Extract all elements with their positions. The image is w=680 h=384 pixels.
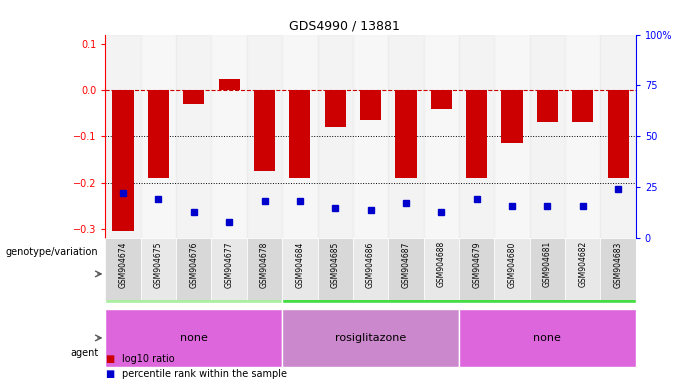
Bar (254, 90, 275, 171)
Bar (141, 238, 176, 300)
Bar (537, 90, 558, 122)
Bar (324, 90, 346, 127)
Text: GSM904678: GSM904678 (260, 241, 269, 288)
Bar (247, 35, 282, 238)
Title: GDS4990 / 13881: GDS4990 / 13881 (288, 19, 400, 32)
Bar (395, 90, 417, 178)
Bar (607, 90, 629, 178)
Bar (289, 90, 311, 178)
Bar (183, 90, 205, 104)
Bar (353, 238, 388, 300)
Bar (218, 78, 240, 90)
Bar (105, 35, 141, 238)
Text: ■: ■ (105, 369, 115, 379)
Bar (360, 90, 381, 120)
Bar (424, 238, 459, 300)
Text: agent: agent (70, 348, 99, 358)
Bar (530, 35, 565, 238)
Bar (141, 35, 176, 238)
Bar (530, 238, 565, 300)
Bar (247, 238, 282, 300)
Text: GSM904679: GSM904679 (472, 241, 481, 288)
Text: GSM904688: GSM904688 (437, 241, 446, 287)
Bar (105, 238, 141, 300)
Bar (148, 90, 169, 178)
Bar (282, 238, 318, 300)
Text: GSM904687: GSM904687 (401, 241, 411, 288)
Text: GSM904677: GSM904677 (224, 241, 234, 288)
Bar (600, 238, 636, 300)
Text: GSM904683: GSM904683 (613, 241, 623, 288)
Bar (565, 238, 600, 300)
Bar (600, 35, 636, 238)
Text: none: none (534, 333, 561, 343)
Bar (501, 90, 523, 143)
Bar (282, 245, 636, 303)
Bar (430, 90, 452, 109)
Bar (112, 90, 134, 231)
Text: genotype/variation: genotype/variation (6, 247, 99, 257)
Bar (459, 309, 636, 367)
Text: GSM904684: GSM904684 (295, 241, 305, 288)
Text: GSM904675: GSM904675 (154, 241, 163, 288)
Text: percentile rank within the sample: percentile rank within the sample (122, 369, 288, 379)
Bar (494, 35, 530, 238)
Text: GSM904681: GSM904681 (543, 241, 552, 287)
Bar (318, 35, 353, 238)
Text: ■: ■ (105, 354, 115, 364)
Bar (211, 35, 247, 238)
Bar (424, 35, 459, 238)
Text: GSM904682: GSM904682 (578, 241, 588, 287)
Bar (466, 90, 488, 178)
Bar (565, 35, 600, 238)
Text: GSM904686: GSM904686 (366, 241, 375, 288)
Bar (176, 35, 211, 238)
Text: db/db: db/db (443, 269, 475, 279)
Text: GSM904685: GSM904685 (330, 241, 340, 288)
Text: none: none (180, 333, 207, 343)
Bar (176, 238, 211, 300)
Bar (459, 238, 494, 300)
Bar (353, 35, 388, 238)
Bar (105, 245, 282, 303)
Text: log10 ratio: log10 ratio (122, 354, 175, 364)
Bar (388, 238, 424, 300)
Text: GSM904676: GSM904676 (189, 241, 199, 288)
Bar (572, 90, 594, 122)
Bar (282, 35, 318, 238)
Text: rosiglitazone: rosiglitazone (335, 333, 406, 343)
Bar (282, 309, 459, 367)
Text: db/+: db/+ (180, 269, 207, 279)
Bar (105, 309, 282, 367)
Text: GSM904680: GSM904680 (507, 241, 517, 288)
Bar (388, 35, 424, 238)
Bar (494, 238, 530, 300)
Text: GSM904674: GSM904674 (118, 241, 128, 288)
Bar (318, 238, 353, 300)
Bar (459, 35, 494, 238)
Bar (211, 238, 247, 300)
